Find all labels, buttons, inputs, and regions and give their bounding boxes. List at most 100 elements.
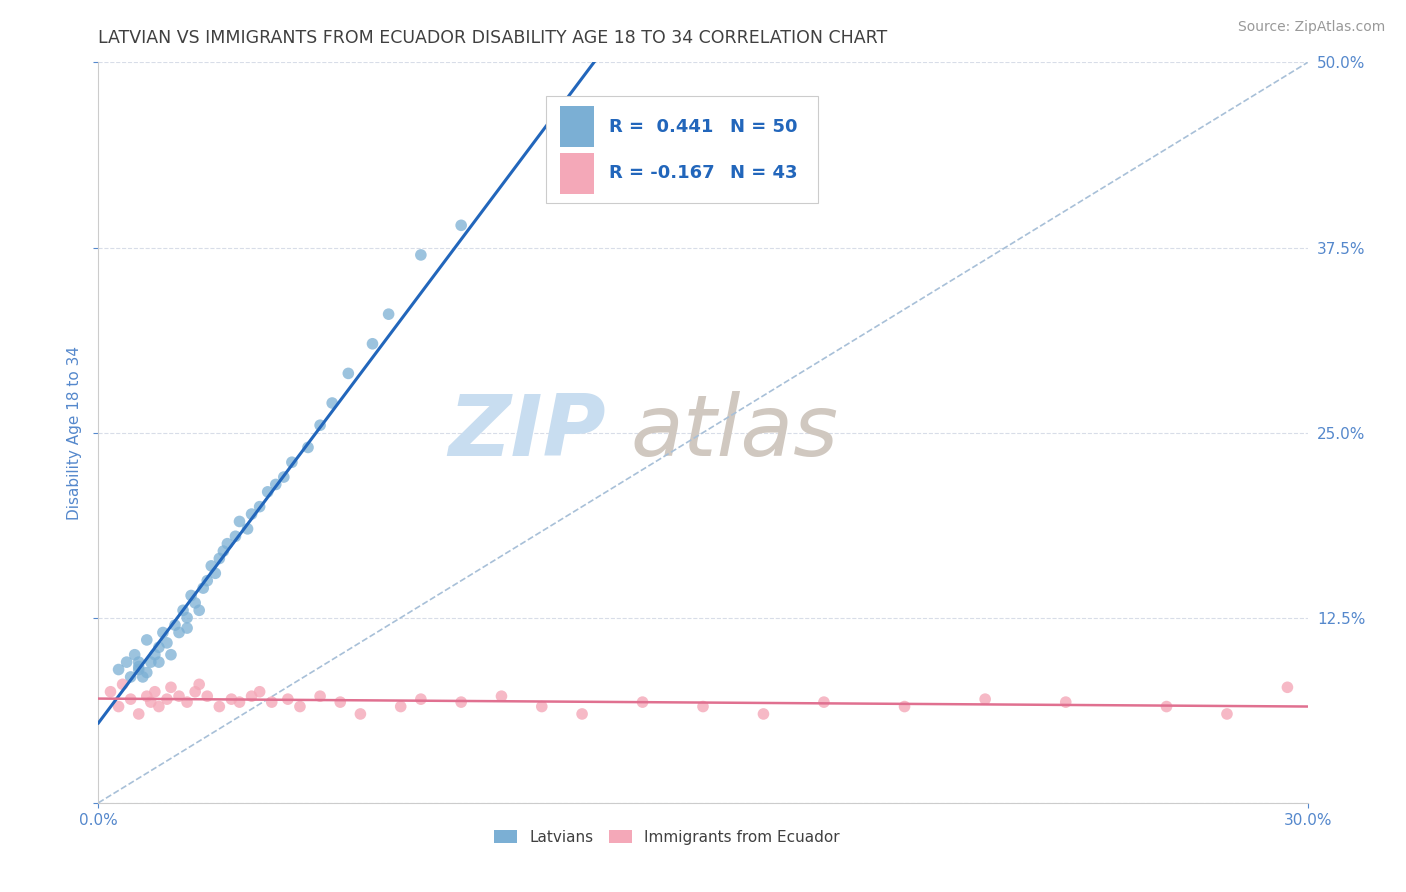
- Point: [180, 589, 202, 603]
- Point: [224, 529, 246, 543]
- Point: [377, 307, 399, 321]
- Point: [288, 699, 311, 714]
- Text: ZIP: ZIP: [449, 391, 606, 475]
- Point: [571, 706, 593, 721]
- Point: [281, 455, 304, 469]
- Point: [228, 515, 250, 529]
- Point: [249, 500, 271, 514]
- Point: [204, 566, 226, 581]
- Point: [111, 677, 134, 691]
- Point: [752, 706, 775, 721]
- Point: [107, 699, 129, 714]
- Point: [240, 689, 263, 703]
- Text: N = 50: N = 50: [730, 118, 797, 136]
- Point: [893, 699, 915, 714]
- Point: [128, 659, 150, 673]
- Point: [143, 648, 166, 662]
- Point: [167, 625, 190, 640]
- Point: [530, 699, 553, 714]
- Point: [631, 695, 654, 709]
- Text: Source: ZipAtlas.com: Source: ZipAtlas.com: [1237, 20, 1385, 34]
- Point: [100, 685, 122, 699]
- Text: R =  0.441: R = 0.441: [609, 118, 713, 136]
- Point: [1216, 706, 1239, 721]
- Point: [389, 699, 412, 714]
- Point: [256, 484, 278, 499]
- Point: [221, 692, 243, 706]
- Point: [135, 665, 157, 680]
- Y-axis label: Disability Age 18 to 34: Disability Age 18 to 34: [67, 345, 83, 520]
- Point: [321, 396, 343, 410]
- Point: [128, 663, 150, 677]
- Point: [107, 663, 129, 677]
- Point: [1156, 699, 1178, 714]
- Point: [409, 692, 432, 706]
- Bar: [561, 106, 595, 147]
- Point: [240, 507, 263, 521]
- Point: [491, 689, 513, 703]
- Point: [409, 248, 432, 262]
- Point: [128, 655, 150, 669]
- Point: [148, 655, 170, 669]
- Text: atlas: atlas: [630, 391, 838, 475]
- Point: [124, 648, 146, 662]
- Point: [172, 603, 194, 617]
- Point: [160, 648, 183, 662]
- Point: [277, 692, 299, 706]
- Point: [249, 685, 271, 699]
- Point: [128, 706, 150, 721]
- Point: [195, 689, 218, 703]
- Text: N = 43: N = 43: [730, 164, 797, 183]
- Point: [217, 536, 239, 550]
- Point: [208, 551, 231, 566]
- Point: [551, 159, 574, 173]
- Point: [1277, 681, 1299, 695]
- Point: [264, 477, 287, 491]
- Point: [176, 610, 198, 624]
- Point: [297, 441, 319, 455]
- Point: [309, 418, 332, 433]
- Point: [163, 618, 186, 632]
- Legend: Latvians, Immigrants from Ecuador: Latvians, Immigrants from Ecuador: [488, 823, 845, 851]
- Point: [692, 699, 714, 714]
- Point: [120, 670, 142, 684]
- FancyBboxPatch shape: [546, 95, 818, 203]
- Point: [139, 695, 162, 709]
- Point: [309, 689, 332, 703]
- Point: [273, 470, 295, 484]
- Bar: [561, 153, 595, 194]
- Point: [236, 522, 259, 536]
- Point: [184, 596, 207, 610]
- Point: [184, 685, 207, 699]
- Point: [208, 699, 231, 714]
- Point: [115, 655, 138, 669]
- Point: [813, 695, 835, 709]
- Point: [193, 581, 215, 595]
- Point: [143, 685, 166, 699]
- Point: [195, 574, 218, 588]
- Point: [349, 706, 371, 721]
- Point: [135, 689, 157, 703]
- Point: [148, 640, 170, 655]
- Point: [212, 544, 235, 558]
- Point: [1054, 695, 1077, 709]
- Point: [974, 692, 997, 706]
- Point: [176, 695, 198, 709]
- Point: [228, 695, 250, 709]
- Point: [135, 632, 157, 647]
- Point: [450, 219, 472, 233]
- Point: [139, 655, 162, 669]
- Point: [167, 689, 190, 703]
- Point: [361, 336, 384, 351]
- Point: [152, 625, 174, 640]
- Point: [260, 695, 283, 709]
- Text: LATVIAN VS IMMIGRANTS FROM ECUADOR DISABILITY AGE 18 TO 34 CORRELATION CHART: LATVIAN VS IMMIGRANTS FROM ECUADOR DISAB…: [98, 29, 887, 47]
- Point: [450, 695, 472, 709]
- Point: [337, 367, 360, 381]
- Point: [148, 699, 170, 714]
- Point: [329, 695, 352, 709]
- Point: [160, 681, 183, 695]
- Point: [156, 636, 179, 650]
- Point: [156, 692, 179, 706]
- Point: [188, 677, 211, 691]
